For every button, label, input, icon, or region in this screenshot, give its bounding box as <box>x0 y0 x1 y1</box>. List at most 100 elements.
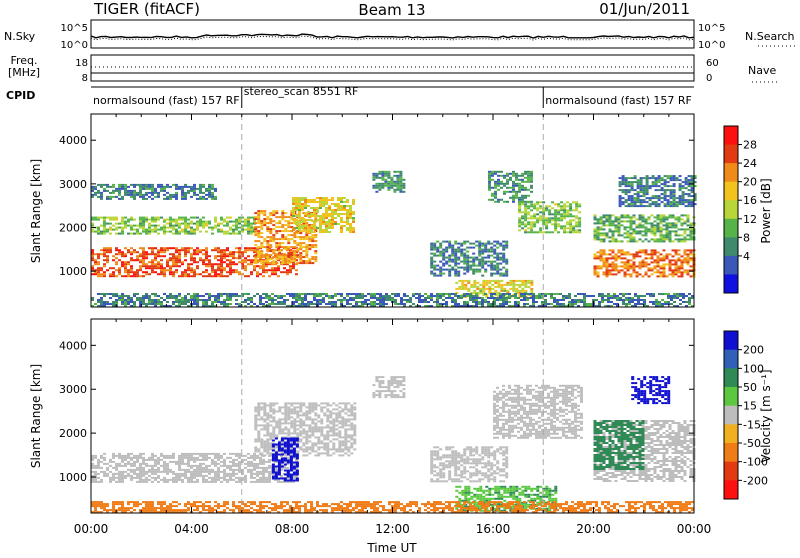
echo-cell <box>536 217 539 219</box>
echo-cell <box>637 193 640 195</box>
echo-cell <box>307 229 310 231</box>
echo-cell <box>274 303 277 305</box>
echo-cell <box>181 192 184 194</box>
echo-cell <box>187 457 190 459</box>
echo-cell <box>157 475 160 477</box>
echo-cell <box>622 201 625 203</box>
echo-cell <box>666 232 669 234</box>
echo-cell <box>484 263 487 265</box>
echo-cell <box>554 215 557 217</box>
echo-cell <box>274 271 277 273</box>
echo-cell <box>169 221 172 223</box>
echo-cell <box>628 199 631 201</box>
echo-cell <box>370 295 373 297</box>
echo-cell <box>145 255 148 257</box>
echo-cell <box>193 188 196 190</box>
echo-cell <box>148 233 151 235</box>
echo-cell <box>208 184 211 186</box>
echo-cell <box>658 175 661 177</box>
echo-cell <box>304 221 307 223</box>
echo-cell <box>269 230 272 232</box>
echo-cell <box>618 251 621 253</box>
echo-cell <box>472 247 475 249</box>
echo-cell <box>241 477 244 479</box>
echo-cell <box>533 223 536 225</box>
echo-cell <box>184 273 187 275</box>
echo-cell <box>610 295 613 297</box>
echo-cell <box>460 245 463 247</box>
echo-cell <box>676 201 679 203</box>
echo-cell <box>684 222 687 224</box>
echo-cell <box>340 199 343 201</box>
echo-cell <box>190 257 193 259</box>
echo-cell <box>518 284 521 286</box>
echo-cell <box>466 257 469 259</box>
echo-cell <box>557 223 560 225</box>
echo-cell <box>302 230 305 232</box>
echo-cell <box>181 219 184 221</box>
echo-cell <box>112 255 115 257</box>
echo-cell <box>687 228 690 230</box>
echo-cell <box>649 295 652 297</box>
echo-cell <box>514 295 517 297</box>
echo-cell <box>612 249 615 251</box>
echo-cell <box>223 463 226 465</box>
echo-cell <box>257 214 260 216</box>
echo-cell <box>181 301 184 303</box>
echo-cell <box>563 217 566 219</box>
echo-cell <box>400 297 403 299</box>
echo-cell <box>503 175 506 177</box>
echo-cell <box>637 187 640 189</box>
echo-cell <box>154 293 157 295</box>
echo-cell <box>166 471 169 473</box>
echo-cell <box>145 186 148 188</box>
echo-cell <box>211 303 214 305</box>
echo-cell <box>530 227 533 229</box>
echo-cell <box>214 299 217 301</box>
echo-cell <box>527 223 530 225</box>
echo-cell <box>643 205 646 207</box>
echo-cell <box>527 282 530 284</box>
echo-cell <box>642 265 645 267</box>
echo-cell <box>518 221 521 223</box>
echo-cell <box>166 231 169 233</box>
echo-cell <box>181 231 184 233</box>
echo-cell <box>196 459 199 461</box>
echo-cell <box>387 187 390 189</box>
echo-cell <box>337 199 340 201</box>
echo-cell <box>205 194 208 196</box>
echo-cell <box>670 197 673 199</box>
echo-cell <box>687 263 690 265</box>
echo-cell <box>640 199 643 201</box>
echo-cell <box>214 275 217 277</box>
echo-cell <box>133 463 136 465</box>
echo-cell <box>175 198 178 200</box>
echo-cell <box>163 457 166 459</box>
echo-cell <box>229 263 232 265</box>
echo-cell <box>533 205 536 207</box>
echo-cell <box>272 212 275 214</box>
echo-cell <box>275 232 278 234</box>
echo-cell <box>199 453 202 455</box>
echo-cell <box>618 249 621 251</box>
echo-cell <box>618 271 621 273</box>
echo-cell <box>313 225 316 227</box>
echo-cell <box>220 217 223 219</box>
echo-cell <box>157 267 160 269</box>
echo-cell <box>301 203 304 205</box>
echo-cell <box>628 195 631 197</box>
echo-cell <box>334 203 337 205</box>
echo-cell <box>658 301 661 303</box>
echo-cell <box>639 261 642 263</box>
echo-cell <box>433 269 436 271</box>
echo-cell <box>133 186 136 188</box>
echo-cell <box>283 295 286 297</box>
freq-label-2: [MHz] <box>8 66 40 79</box>
echo-cell <box>316 207 319 209</box>
echo-cell <box>142 459 145 461</box>
echo-cell <box>524 201 527 203</box>
echo-cell <box>394 295 397 297</box>
echo-cell <box>681 275 684 277</box>
echo-cell <box>505 271 508 273</box>
echo-cell <box>600 218 603 220</box>
